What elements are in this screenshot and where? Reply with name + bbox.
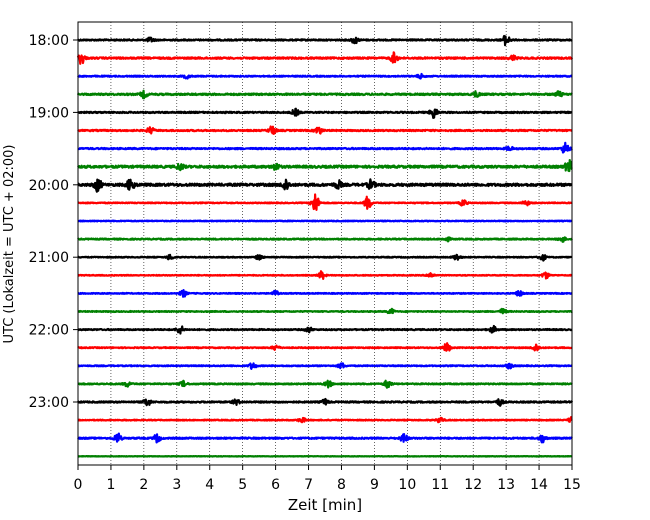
- y-tick-label: 21:00: [29, 250, 69, 266]
- x-tick-label: 10: [398, 477, 416, 493]
- x-tick-label: 7: [304, 477, 313, 493]
- x-tick-label: 13: [497, 477, 515, 493]
- y-axis-label: UTC (Lokalzeit = UTC + 02:00): [2, 145, 17, 344]
- y-tick-label: 23:00: [29, 395, 69, 411]
- x-axis-label: Zeit [min]: [288, 496, 362, 514]
- y-tick-label: 18:00: [29, 33, 69, 49]
- trace-line: [77, 219, 573, 223]
- plot-frame: [77, 21, 573, 466]
- vertical-grid: [110, 22, 540, 465]
- trace-line: [77, 107, 573, 119]
- x-tick-label: 11: [431, 477, 449, 493]
- x-tick-label: 2: [139, 477, 148, 493]
- trace-line: [77, 193, 573, 211]
- trace-group: [76, 34, 574, 458]
- x-tick-label: 5: [238, 477, 247, 493]
- trace-line: [77, 342, 573, 352]
- trace-line: [77, 307, 573, 315]
- trace-line: [77, 270, 573, 280]
- x-tick-label: 8: [337, 477, 346, 493]
- trace-line: [77, 72, 573, 80]
- trace-line: [77, 141, 573, 154]
- x-tick-label: 14: [530, 477, 548, 493]
- trace-line: [76, 89, 573, 100]
- x-tick-label: 15: [563, 477, 581, 493]
- trace-line: [77, 397, 574, 407]
- x-tick-label: 6: [271, 477, 280, 493]
- trace-line: [77, 178, 573, 193]
- x-tick-label: 0: [74, 477, 83, 493]
- trace-line: [77, 362, 573, 370]
- x-tick-label: 4: [205, 477, 214, 493]
- trace-line: [77, 158, 573, 173]
- trace-line: [77, 253, 573, 262]
- x-tick-label: 9: [370, 477, 379, 493]
- x-tick-label: 3: [172, 477, 181, 493]
- y-tick-label: 20:00: [29, 178, 69, 194]
- trace-line: [77, 379, 573, 389]
- y-tick-label: 22:00: [29, 323, 69, 339]
- trace-line: [77, 236, 573, 243]
- x-axis-ticks: 0 1 2 3 4 5 6 7 8 9 10 11 12 13 14 15: [74, 465, 581, 493]
- trace-line: [77, 432, 573, 444]
- x-tick-label: 1: [106, 477, 115, 493]
- trace-line: [77, 125, 573, 135]
- trace-line: [76, 51, 574, 65]
- y-tick-label: 19:00: [29, 105, 69, 121]
- y-axis-ticks: 18:00 19:00 20:00 21:00 22:00 23:00: [29, 33, 78, 411]
- trace-line: [77, 34, 573, 47]
- trace-line: [77, 416, 573, 424]
- trace-line: [77, 324, 573, 335]
- x-tick-label: 12: [464, 477, 482, 493]
- trace-line: [77, 288, 573, 298]
